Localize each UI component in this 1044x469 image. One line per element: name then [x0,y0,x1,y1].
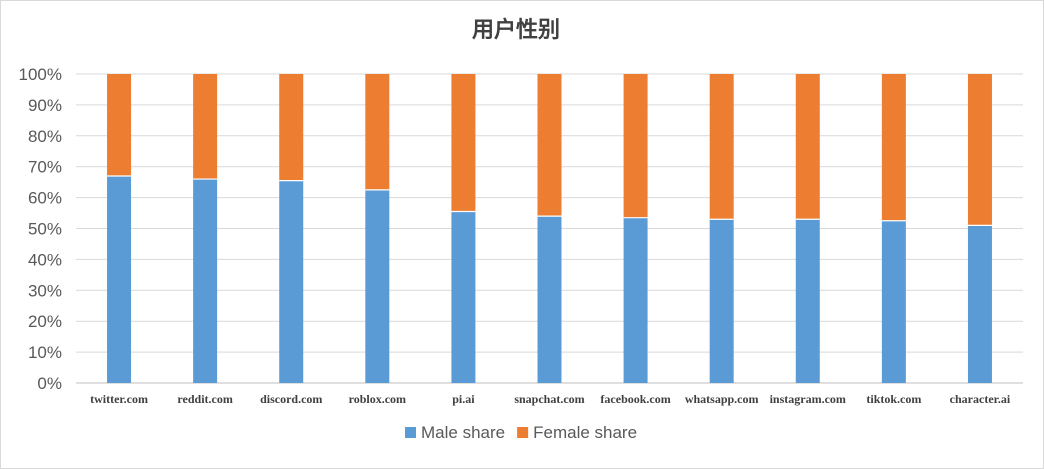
legend-label-male: Male share [421,423,505,442]
x-tick-label: twitter.com [90,392,148,406]
chart-title: 用户性别 [472,17,560,43]
x-tick-label: reddit.com [177,392,232,406]
legend-swatch-male [405,427,416,438]
bar-female-snapchat-com [537,74,562,217]
y-tick-label: 50% [28,220,62,239]
bar-female-character-ai [967,74,992,226]
y-tick-label: 10% [28,343,62,362]
bar-female-discord-com [279,74,304,181]
bar-female-roblox-com [365,74,390,190]
y-tick-label: 20% [28,312,62,331]
legend: Male share Female share [405,423,637,442]
bar-male-reddit-com [193,179,218,383]
bar-male-tiktok-com [881,220,906,383]
bars [107,74,992,383]
y-tick-label: 90% [28,96,62,115]
legend-label-female: Female share [533,423,637,442]
y-tick-label: 100% [19,65,62,84]
y-axis-ticks: 0% 10% 20% 30% 40% 50% 60% 70% 80% 90% 100% [19,65,62,393]
bar-female-tiktok-com [881,74,906,221]
legend-swatch-female [517,427,529,438]
y-tick-label: 60% [28,189,62,208]
bar-female-pi-ai [451,74,476,212]
x-axis-ticks: twitter.com reddit.com discord.com roblox.c… [90,392,1011,406]
x-tick-label: whatsapp.com [685,392,759,406]
x-tick-label: character.ai [950,392,1011,406]
bar-male-twitter-com [107,175,132,383]
bar-male-pi-ai [451,211,476,383]
bar-female-twitter-com [107,74,132,176]
x-tick-label: snapchat.com [514,392,584,406]
y-tick-label: 40% [28,250,62,269]
bar-male-character-ai [967,225,992,383]
x-tick-label: tiktok.com [866,392,921,406]
bar-male-whatsapp-com [709,219,734,383]
y-tick-label: 80% [28,127,62,146]
bar-male-facebook-com [623,217,648,383]
bar-male-discord-com [279,180,304,383]
bar-female-instagram-com [795,74,820,220]
x-tick-label: discord.com [260,392,322,406]
bar-female-reddit-com [193,74,218,180]
y-tick-label: 70% [28,158,62,177]
x-tick-label: pi.ai [452,392,475,406]
y-tick-label: 0% [37,374,62,393]
bar-male-instagram-com [795,219,820,383]
y-tick-label: 30% [28,281,62,300]
x-tick-label: instagram.com [770,392,846,406]
x-tick-label: facebook.com [600,392,670,406]
x-tick-label: roblox.com [349,392,406,406]
bar-female-facebook-com [623,74,648,218]
bar-female-whatsapp-com [709,74,734,220]
bar-male-roblox-com [365,189,390,383]
bar-male-snapchat-com [537,216,562,383]
